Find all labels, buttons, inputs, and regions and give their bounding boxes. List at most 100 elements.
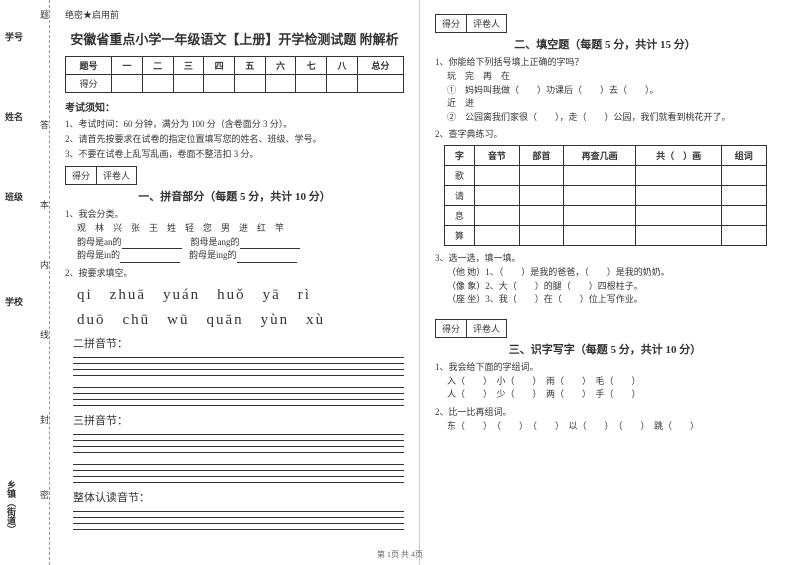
q1-1: 1、我会分类。 xyxy=(65,207,404,220)
q1-1-line: 韵母是in的 韵母是ing的 xyxy=(77,249,404,263)
score-table: 题号一二三四五六七八总分 得分 xyxy=(65,56,404,93)
score-header: 八 xyxy=(327,57,358,75)
score-cell xyxy=(142,75,173,93)
char-header: 部首 xyxy=(519,146,563,166)
binding-char: 封 xyxy=(38,415,51,424)
section-1-head: 得分 评卷人 xyxy=(65,166,404,185)
score-header: 三 xyxy=(173,57,204,75)
q2-3-line: （他 她）1、（ ）是我的爸爸，（ ）是我的奶奶。 xyxy=(447,266,775,280)
q1-2: 2、按要求填空。 xyxy=(65,266,404,279)
notice-title: 考试须知： xyxy=(65,99,404,114)
char-empty-cell xyxy=(722,166,767,186)
score-cell xyxy=(265,75,296,93)
q1-1-chars: 观 林 兴 张 王 姓 轻 您 男 进 红 竿 xyxy=(77,222,404,236)
binding-field-id: 学号 xyxy=(5,30,23,43)
notice-item: 3、不要在试卷上乱写乱画，卷面不整洁扣 3 分。 xyxy=(65,147,404,160)
char-cell: 息 xyxy=(444,206,475,226)
score-header: 六 xyxy=(265,57,296,75)
char-empty-cell xyxy=(636,226,722,246)
char-header: 再查几画 xyxy=(564,146,636,166)
char-header: 共（ ）画 xyxy=(636,146,722,166)
q3-1-line: 入（ ） 小（ ） 雨（ ） 毛（ ） xyxy=(447,375,775,389)
q2-1-words: 近 进 xyxy=(447,97,775,111)
score-cell xyxy=(234,75,265,93)
score-row-label: 得分 xyxy=(66,75,112,93)
q3-1-line: 人（ ） 少（ ） 两（ ） 手（ ） xyxy=(447,388,775,402)
binding-char: 本 xyxy=(38,200,51,209)
char-empty-cell xyxy=(475,186,519,206)
char-table: 字音节部首再查几画共（ ）画组词 歌 请 息 算 xyxy=(444,145,767,246)
score-cell xyxy=(327,75,358,93)
binding-field-class: 班级 xyxy=(5,190,23,203)
char-empty-cell xyxy=(722,206,767,226)
score-header: 二 xyxy=(142,57,173,75)
score-cell xyxy=(357,75,403,93)
cat-whole: 整体认读音节： xyxy=(73,489,404,505)
exam-title: 安徽省重点小学一年级语文【上册】开学检测试题 附解析 xyxy=(65,29,404,48)
section-2-head: 得分 评卷人 xyxy=(435,14,775,33)
binding-field-school: 学校 xyxy=(5,295,23,308)
binding-char: 线 xyxy=(38,330,51,339)
binding-char: 密 xyxy=(38,490,51,499)
answer-lines xyxy=(73,507,404,530)
char-empty-cell xyxy=(722,226,767,246)
q2-1-sent: ② 公园离我们家很（ ），走（ ）公园，我们就看到桃花开了。 xyxy=(447,111,775,125)
cat-2syllable: 二拼音节： xyxy=(73,335,404,351)
q3-2-line: 东（ ） （ ） （ ） 以（ ） （ ） 跳（ ） xyxy=(447,420,775,434)
score-box: 得分 评卷人 xyxy=(435,14,507,33)
section-2-title: 二、填空题（每题 5 分，共计 15 分） xyxy=(435,36,775,52)
score-header: 一 xyxy=(112,57,143,75)
q2-2: 2、查字典练习。 xyxy=(435,127,775,140)
score-box: 得分 评卷人 xyxy=(65,166,137,185)
answer-lines xyxy=(73,353,404,376)
score-header: 题号 xyxy=(66,57,112,75)
score-header: 四 xyxy=(204,57,235,75)
char-header: 组词 xyxy=(722,146,767,166)
confidential-label: 绝密★启用前 xyxy=(65,8,404,21)
char-empty-cell xyxy=(475,166,519,186)
char-cell: 请 xyxy=(444,186,475,206)
char-header: 音节 xyxy=(475,146,519,166)
notice-item: 1、考试时间：60 分钟，满分为 100 分（含卷面分 3 分）。 xyxy=(65,117,404,130)
score-box: 得分 评卷人 xyxy=(435,319,507,338)
char-header: 字 xyxy=(444,146,475,166)
char-empty-cell xyxy=(475,226,519,246)
char-empty-cell xyxy=(564,186,636,206)
binding-margin: 学号 姓名 班级 学校 乡镇（街道） 题 答 本 内 线 封 密 xyxy=(0,0,50,565)
grader-label: 评卷人 xyxy=(467,320,506,337)
section-3-title: 三、识字写字（每题 5 分，共计 10 分） xyxy=(435,341,775,357)
score-header: 五 xyxy=(234,57,265,75)
binding-field-name: 姓名 xyxy=(5,110,23,123)
score-header: 七 xyxy=(296,57,327,75)
q2-1-sent: ① 妈妈叫我做（ ）功课后（ ）去（ ）。 xyxy=(447,84,775,98)
char-empty-cell xyxy=(519,206,563,226)
q2-3: 3、选一选，填一填。 xyxy=(435,251,775,264)
score-label: 得分 xyxy=(66,167,97,184)
char-empty-cell xyxy=(564,206,636,226)
section-3-head: 得分 评卷人 xyxy=(435,319,775,338)
score-header: 总分 xyxy=(357,57,403,75)
score-label: 得分 xyxy=(436,15,467,32)
section-1-title: 一、拼音部分（每题 5 分，共计 10 分） xyxy=(65,188,404,204)
q2-1-words: 玩 完 再 在 xyxy=(447,70,775,84)
char-empty-cell xyxy=(636,206,722,226)
score-cell xyxy=(296,75,327,93)
pinyin-row-2: duō chū wū quān yùn xù xyxy=(77,308,404,329)
score-cell xyxy=(173,75,204,93)
q3-1: 1、我会给下面的字组词。 xyxy=(435,360,775,373)
answer-lines xyxy=(73,383,404,406)
answer-lines xyxy=(73,430,404,453)
score-cell xyxy=(112,75,143,93)
char-empty-cell xyxy=(636,166,722,186)
binding-char: 内 xyxy=(38,260,51,269)
score-label: 得分 xyxy=(436,320,467,337)
page-footer: 第 1页 共 4页 xyxy=(0,549,800,560)
left-column: 绝密★启用前 安徽省重点小学一年级语文【上册】开学检测试题 附解析 题号一二三四… xyxy=(50,0,420,565)
char-cell: 算 xyxy=(444,226,475,246)
binding-field-town: 乡镇（街道） xyxy=(5,480,18,534)
char-empty-cell xyxy=(519,166,563,186)
answer-lines xyxy=(73,460,404,483)
notice-item: 2、请首先按要求在试卷的指定位置填写您的姓名、班级、学号。 xyxy=(65,132,404,145)
right-column: 得分 评卷人 二、填空题（每题 5 分，共计 15 分） 1、你能给下列括号填上… xyxy=(420,0,790,565)
grader-label: 评卷人 xyxy=(467,15,506,32)
